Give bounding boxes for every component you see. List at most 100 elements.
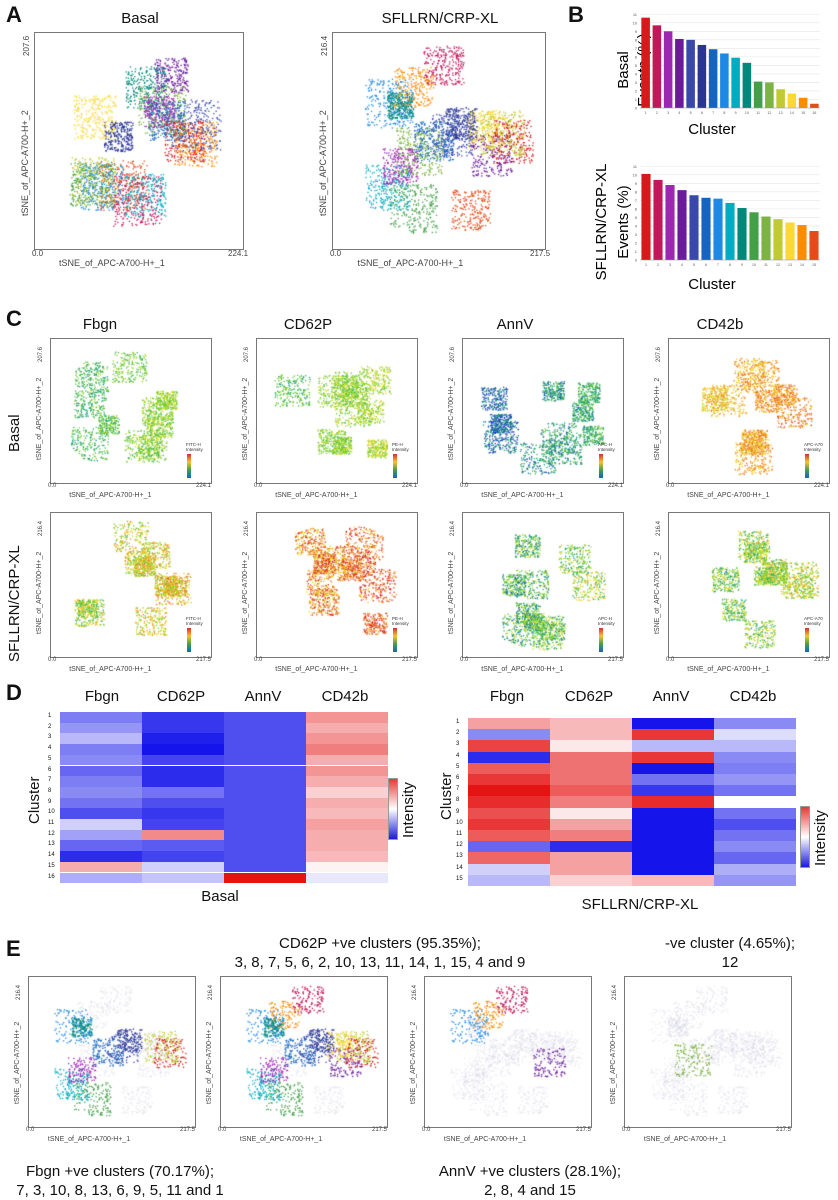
row-label-basal: Basal [6, 414, 23, 452]
tsne-activated-cd62p-ylabel: tSNE_of_APC-A700-H+_2 [242, 552, 249, 635]
bar1-cluster-4 [675, 38, 684, 109]
hm2-cell [714, 785, 796, 797]
tsne-basal-clusters-points [35, 33, 243, 249]
tsne-gated-3-xlabel: tSNE_of_APC-A700-H+_1 [643, 1136, 727, 1143]
hm2-cell [550, 751, 632, 763]
tsne-basal-cd62p-ylabel: tSNE_of_APC-A700-H+_2 [242, 378, 249, 461]
tsne-gated-2-points [425, 977, 591, 1127]
hm1-cell [224, 722, 306, 734]
hm1-cell [306, 786, 388, 798]
bar2-ytick: 1 [635, 249, 638, 254]
hm1-col-cd62p: CD62P [156, 688, 206, 705]
bar2-cluster-8 [725, 202, 735, 260]
tsne-activated-cd62p-points [257, 513, 417, 657]
hm1-cell [60, 851, 142, 862]
bar1-ytick: 11 [633, 12, 638, 17]
tsne-activated-cd62p-ymax: 216.4 [244, 520, 250, 536]
hm1-cell [142, 733, 224, 745]
tsne-gated-3 [624, 976, 792, 1128]
hm2-row-label: 9 [456, 808, 460, 815]
hm1-cell [306, 744, 388, 755]
bar2-xtick: 8 [729, 263, 731, 267]
bar1-cluster-14 [787, 93, 797, 108]
tsne-basal-annv-ylabel: tSNE_of_APC-A700-H+_2 [448, 378, 455, 461]
hm2-cell [468, 774, 550, 786]
tsne-basal-clusters-ymax: 207.6 [22, 35, 31, 56]
panel-label-e: E [6, 936, 21, 961]
hm1-cell [306, 797, 388, 809]
tsne-activated-cd42b-legend-ramp [805, 627, 809, 652]
hm2-cell [550, 762, 632, 774]
e-annv-line1: AnnV +ve clusters (28.1%); [438, 1163, 622, 1180]
hm1-cell [142, 872, 224, 884]
tsne-gated-1-ylabel: tSNE_of_APC-A700-H+_2 [206, 1021, 213, 1104]
hm1-col-cd42b: CD42b [321, 688, 369, 705]
bar2-ytick: 5 [635, 215, 638, 220]
hm1-cell [60, 722, 142, 734]
hm1-row-label: 11 [48, 820, 55, 826]
bar1-xtick: 10 [745, 111, 749, 115]
tsne-basal-fbgn-origin: 0.0 [48, 483, 57, 489]
hm2-col-cd62p: CD62P [564, 688, 614, 705]
e-cd62p-line2: 3, 8, 7, 5, 6, 2, 10, 13, 11, 14, 1, 15,… [234, 954, 526, 971]
tsne-activated-clusters-xmax: 217.5 [530, 249, 551, 258]
tsne-basal-cd62p-legend-label: PE-H Intensity [392, 441, 409, 452]
hm1-cell [142, 797, 224, 809]
hm2-cell [714, 830, 796, 842]
hm2-cell [550, 841, 632, 853]
hm2-cell [714, 852, 796, 864]
tsne-basal-cd62p-origin: 0.0 [254, 483, 263, 489]
hm2-col-fbgn: Fbgn [489, 688, 525, 705]
bar1-ytick: 10 [633, 20, 638, 25]
tsne-gated-1-ymax: 216.4 [208, 984, 214, 1000]
bar2-cluster-4 [677, 190, 687, 260]
bar2-ytick: 6 [635, 206, 638, 211]
hm2-cell [632, 774, 714, 786]
hm2-colorbar [800, 806, 810, 868]
hm1-row-label: 15 [48, 862, 55, 869]
hm1-cell [224, 829, 306, 841]
tsne-gated-0-ylabel: tSNE_of_APC-A700-H+_2 [14, 1021, 21, 1104]
hm1-cell [224, 808, 306, 819]
tsne-activated-cd42b-legend-label: APC-A70 Intensity [804, 615, 823, 626]
panel-label-a: A [6, 2, 22, 27]
hm2-row-label: 13 [456, 853, 463, 860]
hm2-col-annv: AnnV [652, 688, 690, 705]
hm1-cell [60, 754, 142, 766]
tsne-basal-annv-ymax: 207.6 [450, 346, 456, 362]
bar1-cluster-13 [776, 89, 785, 108]
bar2-ylabel: Events (%) [615, 185, 632, 258]
bar2-ytick: 9 [635, 181, 638, 186]
bar1-ytick: 1 [635, 97, 638, 102]
tsne-activated-fbgn-ymax: 216.4 [38, 520, 44, 536]
bar2-xtick: 11 [764, 263, 768, 267]
tsne-gated-3-origin: 0.0 [622, 1127, 631, 1133]
bar1-xtick: 9 [735, 111, 737, 115]
tsne-activated-cd62p [256, 512, 418, 658]
hm2-cell [550, 718, 632, 730]
tsne-activated-clusters-ymax: 216.4 [320, 35, 329, 56]
tsne-gated-3-ymax: 216.4 [612, 984, 618, 1000]
bar1-xtick: 14 [790, 111, 794, 115]
hm2-cell [468, 718, 550, 730]
tsne-basal-cd42b-ylabel: tSNE_of_APC-A700-H+_2 [654, 378, 661, 461]
hm1-cell [60, 861, 142, 873]
tsne-gated-3-xmax: 217.5 [776, 1127, 792, 1133]
bar1-xtick: 4 [678, 111, 680, 115]
hm2-cell [550, 818, 632, 830]
tsne-gated-0-ymax: 216.4 [16, 984, 22, 1000]
hm2-cell [468, 807, 550, 819]
hm1-row-label: 3 [48, 734, 52, 741]
e-fbgn-line1: Fbgn +ve clusters (70.17%); [25, 1163, 214, 1180]
hm1-row-label: 12 [48, 830, 55, 837]
heatmap-activated: Fbgn CD62P AnnV CD42b Cluster SFLLRN/CRP… [438, 680, 838, 913]
tsne-basal-annv-origin: 0.0 [460, 483, 469, 489]
panel-a-basal-title: Basal [121, 10, 159, 27]
hm2-cell [632, 796, 714, 808]
tsne-basal-fbgn-legend-label: FITC-H Intensity [186, 441, 203, 452]
bar2-xtick: 13 [788, 263, 792, 267]
bar1-ytick: 3 [635, 80, 638, 85]
tsne-activated-cd62p-origin: 0.0 [254, 657, 263, 663]
bar1-ytick: 8 [635, 37, 638, 42]
bar2-cluster-3 [665, 185, 675, 260]
